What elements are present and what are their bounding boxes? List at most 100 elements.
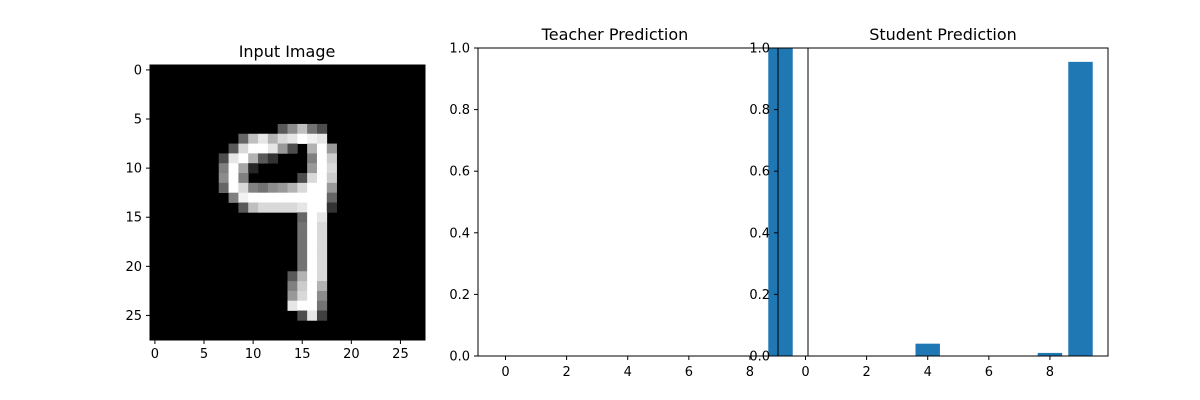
image-pixel <box>258 143 269 154</box>
image-pixel <box>297 300 308 311</box>
bar <box>1068 61 1093 357</box>
image-pixel <box>277 143 288 154</box>
image-pixel <box>287 202 298 213</box>
x-tick-label: 4 <box>924 365 932 380</box>
image-pixel <box>326 163 337 174</box>
image-pixel <box>228 173 239 184</box>
x-tick-label: 2 <box>862 365 870 380</box>
image-pixel <box>248 143 259 154</box>
image-pixel <box>258 192 269 203</box>
image-pixel <box>218 173 229 184</box>
y-tick-label: 5 <box>134 113 142 128</box>
x-tick-label: 20 <box>343 347 360 362</box>
image-pixel <box>316 143 328 154</box>
student-prediction-plot: 0 2 4 6 80.00.20.40.60.81.0 <box>749 42 1109 380</box>
y-tick-label: 0.6 <box>449 165 470 180</box>
image-pixel <box>316 261 328 272</box>
image-pixel <box>248 202 259 213</box>
image-pixel <box>297 271 308 282</box>
image-pixel <box>307 281 318 292</box>
image-pixel <box>258 153 269 164</box>
image-pixel <box>297 281 308 292</box>
image-pixel <box>218 153 229 164</box>
image-pixel <box>238 163 249 174</box>
x-tick-label: 8 <box>1046 365 1054 380</box>
image-pixel <box>267 202 279 213</box>
image-pixel <box>307 182 318 194</box>
image-pixel <box>307 310 318 321</box>
image-pixel <box>326 192 337 203</box>
student-prediction-panel: Student Prediction 0 2 4 6 80.00.20.40.60.81… <box>749 25 1109 380</box>
image-pixel <box>307 133 318 144</box>
image-pixel <box>218 163 229 174</box>
image-pixel <box>287 300 298 311</box>
y-tick-label: 0.8 <box>749 103 770 118</box>
image-pixel <box>326 143 337 154</box>
image-pixel <box>326 202 337 213</box>
x-tick-label: 15 <box>294 347 311 362</box>
image-pixel <box>287 123 298 135</box>
image-pixel <box>238 133 249 144</box>
image-pixel <box>297 212 308 223</box>
y-tick-label: 1.0 <box>449 42 470 57</box>
image-pixel <box>277 202 288 213</box>
image-pixel <box>316 163 328 174</box>
image-pixel <box>297 133 308 144</box>
image-pixel <box>287 192 298 203</box>
y-tick-label: 0.0 <box>749 350 770 365</box>
x-tick-label: 8 <box>746 365 754 380</box>
image-pixel <box>228 192 239 203</box>
image-pixel <box>326 153 337 164</box>
image-pixel <box>248 163 259 174</box>
image-pixel <box>258 202 269 213</box>
image-pixel <box>297 251 308 262</box>
y-tick-label: 0.4 <box>449 226 470 241</box>
image-pixel <box>316 202 328 213</box>
image-pixel <box>287 271 298 282</box>
image-pixel <box>316 222 328 233</box>
image-pixel <box>267 192 279 203</box>
y-tick-label: 0.8 <box>449 103 470 118</box>
image-pixel <box>316 281 328 292</box>
plot-frame <box>477 47 809 357</box>
image-pixel <box>248 133 259 144</box>
image-pixel <box>297 231 308 243</box>
image-pixel <box>307 163 318 174</box>
bar <box>768 48 793 356</box>
y-tick-label: 0.2 <box>449 288 470 303</box>
plot-frame <box>777 47 1109 357</box>
y-tick-label: 10 <box>125 162 142 177</box>
y-tick-label: 0.4 <box>749 226 770 241</box>
image-pixel <box>297 290 308 302</box>
image-pixel <box>248 192 259 203</box>
x-tick-label: 2 <box>562 365 570 380</box>
image-pixel <box>228 163 239 174</box>
image-pixel <box>316 133 328 144</box>
image-pixel <box>297 310 308 321</box>
input-image-x-axis: 0 5 10 15 20 25 <box>151 340 409 362</box>
image-pixel <box>316 251 328 262</box>
image-pixel <box>316 212 328 223</box>
image-pixel <box>316 310 328 321</box>
image-pixel <box>228 143 239 154</box>
image-pixel <box>307 271 318 282</box>
y-tick-label: 1.0 <box>749 42 770 57</box>
teacher-prediction-title: Teacher Prediction <box>541 25 689 44</box>
image-pixel <box>316 271 328 282</box>
image-pixel <box>297 261 308 272</box>
y-tick-label: 0.2 <box>749 288 770 303</box>
teacher-prediction-panel: Teacher Prediction 0 2 4 6 80.00.20.40.60.81… <box>449 25 809 380</box>
x-tick-label: 0 <box>151 347 159 362</box>
image-pixel <box>228 153 239 164</box>
student-prediction-title: Student Prediction <box>869 25 1017 44</box>
image-pixel <box>326 173 337 184</box>
image-pixel <box>316 290 328 302</box>
teacher-prediction-plot: 0 2 4 6 80.00.20.40.60.81.0 <box>449 42 809 380</box>
image-pixel <box>307 202 318 213</box>
image-pixel <box>218 182 229 194</box>
x-tick-label: 6 <box>685 365 693 380</box>
image-pixel <box>316 123 328 135</box>
image-pixel <box>316 241 328 252</box>
image-pixel <box>297 123 308 135</box>
